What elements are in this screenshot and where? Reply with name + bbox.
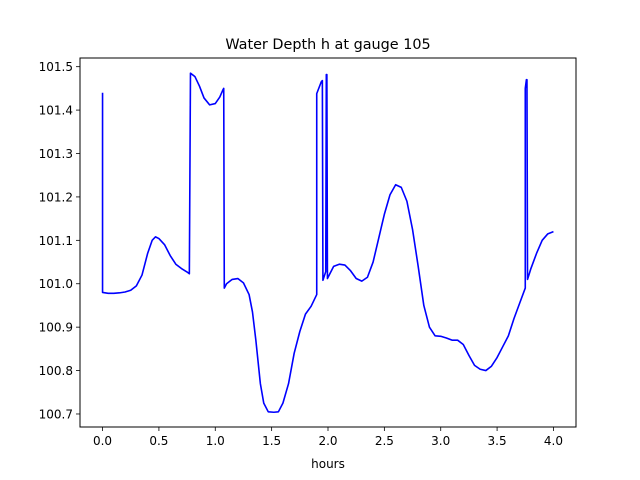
series-line: [101, 72, 554, 414]
y-tick-label: 100.7: [39, 407, 73, 421]
x-tick-label: 3.5: [488, 434, 507, 448]
y-tick-label: 101.2: [39, 190, 73, 204]
y-tick-label: 101.1: [39, 234, 73, 248]
x-tick-label: 1.0: [206, 434, 225, 448]
y-tick-label: 101.5: [39, 60, 73, 74]
y-tick-label: 101.4: [39, 104, 73, 118]
x-tick-label: 2.5: [375, 434, 394, 448]
y-tick-label: 100.8: [39, 364, 73, 378]
x-tick-label: 3.0: [431, 434, 450, 448]
y-axis: 100.7 100.8 100.9 101.0 101.1 101.2 101.3 101.4…: [39, 60, 80, 421]
x-tick-label: 0.0: [93, 434, 112, 448]
y-tick-label: 101.0: [39, 277, 73, 291]
y-tick-label: 100.9: [39, 321, 73, 335]
x-axis-label: hours: [311, 457, 345, 471]
x-tick-label: 1.5: [262, 434, 281, 448]
y-tick-label: 101.3: [39, 147, 73, 161]
x-tick-label: 2.0: [318, 434, 337, 448]
x-axis: 0.0 0.5 1.0 1.5 2.0 2.5 3.0 3.5 4.0: [93, 427, 563, 448]
chart-title: Water Depth h at gauge 105: [225, 37, 430, 53]
series-layer: [101, 72, 554, 414]
x-tick-label: 0.5: [149, 434, 168, 448]
x-tick-label: 4.0: [544, 434, 563, 448]
